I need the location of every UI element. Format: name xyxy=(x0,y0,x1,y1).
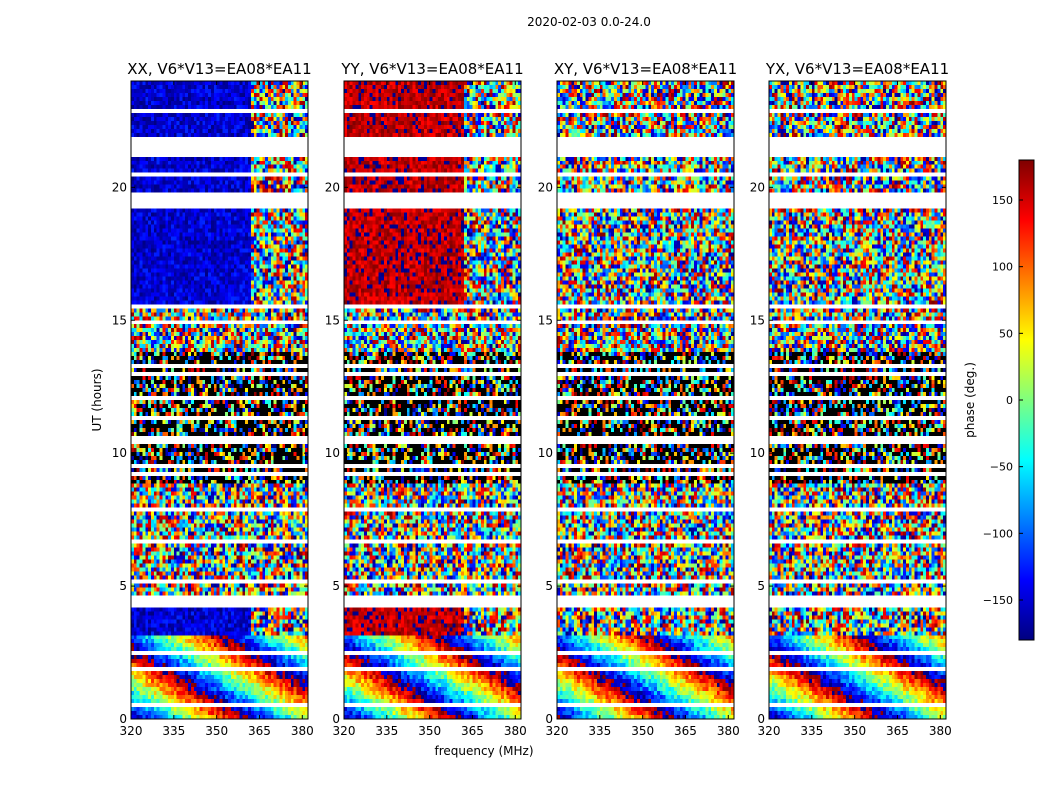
panel-heatmap xyxy=(557,81,734,719)
x-tick-label: 320 xyxy=(120,724,143,738)
panel-heatmap xyxy=(344,81,521,719)
colorbar-tick-label: 0 xyxy=(1006,394,1013,407)
y-tick-label: 20 xyxy=(750,180,765,194)
panel-frame xyxy=(556,80,735,720)
x-tick-label: 365 xyxy=(886,724,909,738)
colorbar: 150 100 50 0 −50 −100 −150 xyxy=(983,159,1035,641)
y-tick-label: 5 xyxy=(757,579,765,593)
x-tick-label: 350 xyxy=(843,724,866,738)
y-tick-label: 15 xyxy=(325,313,340,327)
y-tick-label: 0 xyxy=(757,712,765,726)
panel-frame xyxy=(768,80,947,720)
y-tick-label: 10 xyxy=(112,446,127,460)
panel-heatmap xyxy=(769,81,946,719)
y-tick-label: 20 xyxy=(112,180,127,194)
colorbar-tick-label: 100 xyxy=(992,261,1013,274)
panel-frame xyxy=(130,80,309,720)
panel-title: XY, V6*V13=EA08*EA11 xyxy=(554,60,737,78)
y-tick-label: 5 xyxy=(545,579,553,593)
panel-xx: XX, V6*V13=EA08*EA11 320 335 350 365 380 0 5 10 1… xyxy=(112,60,314,738)
panel-title: YY, V6*V13=EA08*EA11 xyxy=(340,60,523,78)
x-tick-label: 335 xyxy=(375,724,398,738)
x-tick-label: 335 xyxy=(162,724,185,738)
panel-xy: XY, V6*V13=EA08*EA11 320 335 350 365 380 0 5 10 1… xyxy=(538,60,740,738)
y-tick-label: 5 xyxy=(119,579,127,593)
panel-title: YX, V6*V13=EA08*EA11 xyxy=(765,60,949,78)
y-tick-label: 0 xyxy=(545,712,553,726)
x-tick-label: 335 xyxy=(588,724,611,738)
panels-group: XX, V6*V13=EA08*EA11 320 335 350 365 380 0 5 10 1… xyxy=(112,60,952,738)
y-tick-label: 15 xyxy=(112,313,127,327)
x-axis-label: frequency (MHz) xyxy=(434,744,533,758)
x-tick-label: 320 xyxy=(758,724,781,738)
panel-heatmap xyxy=(131,81,308,719)
x-tick-label: 365 xyxy=(461,724,484,738)
y-axis-label: UT (hours) xyxy=(90,368,104,431)
colorbar-tick-label: −150 xyxy=(983,594,1013,607)
colorbar-tick-label: −50 xyxy=(990,461,1013,474)
x-tick-label: 365 xyxy=(248,724,271,738)
x-tick-label: 380 xyxy=(717,724,740,738)
colorbar-tick-label: 150 xyxy=(992,194,1013,207)
y-tick-label: 10 xyxy=(325,446,340,460)
y-tick-label: 15 xyxy=(750,313,765,327)
x-tick-label: 350 xyxy=(205,724,228,738)
y-tick-label: 10 xyxy=(750,446,765,460)
y-tick-label: 15 xyxy=(538,313,553,327)
figure-suptitle: 2020-02-03 0.0-24.0 xyxy=(527,15,651,29)
x-tick-label: 320 xyxy=(546,724,569,738)
y-tick-label: 5 xyxy=(332,579,340,593)
y-tick-label: 0 xyxy=(119,712,127,726)
x-tick-label: 380 xyxy=(504,724,527,738)
y-tick-label: 0 xyxy=(332,712,340,726)
panel-yy: YY, V6*V13=EA08*EA11 320 335 350 365 380 0 5 10 1… xyxy=(325,60,527,738)
colorbar-tick-label: −100 xyxy=(983,527,1013,540)
x-tick-label: 380 xyxy=(929,724,952,738)
y-tick-label: 20 xyxy=(538,180,553,194)
colorbar-tick-label: 50 xyxy=(999,327,1013,340)
x-tick-label: 335 xyxy=(800,724,823,738)
x-tick-label: 380 xyxy=(291,724,314,738)
colorbar-label: phase (deg.) xyxy=(963,362,977,438)
panel-frame xyxy=(343,80,522,720)
x-tick-label: 350 xyxy=(631,724,654,738)
panel-title: XX, V6*V13=EA08*EA11 xyxy=(127,60,311,78)
x-tick-label: 320 xyxy=(333,724,356,738)
y-tick-label: 20 xyxy=(325,180,340,194)
x-tick-label: 350 xyxy=(418,724,441,738)
y-tick-label: 10 xyxy=(538,446,553,460)
panel-yx: YX, V6*V13=EA08*EA11 320 335 350 365 380 0 5 10 1… xyxy=(750,60,952,738)
x-tick-label: 365 xyxy=(674,724,697,738)
